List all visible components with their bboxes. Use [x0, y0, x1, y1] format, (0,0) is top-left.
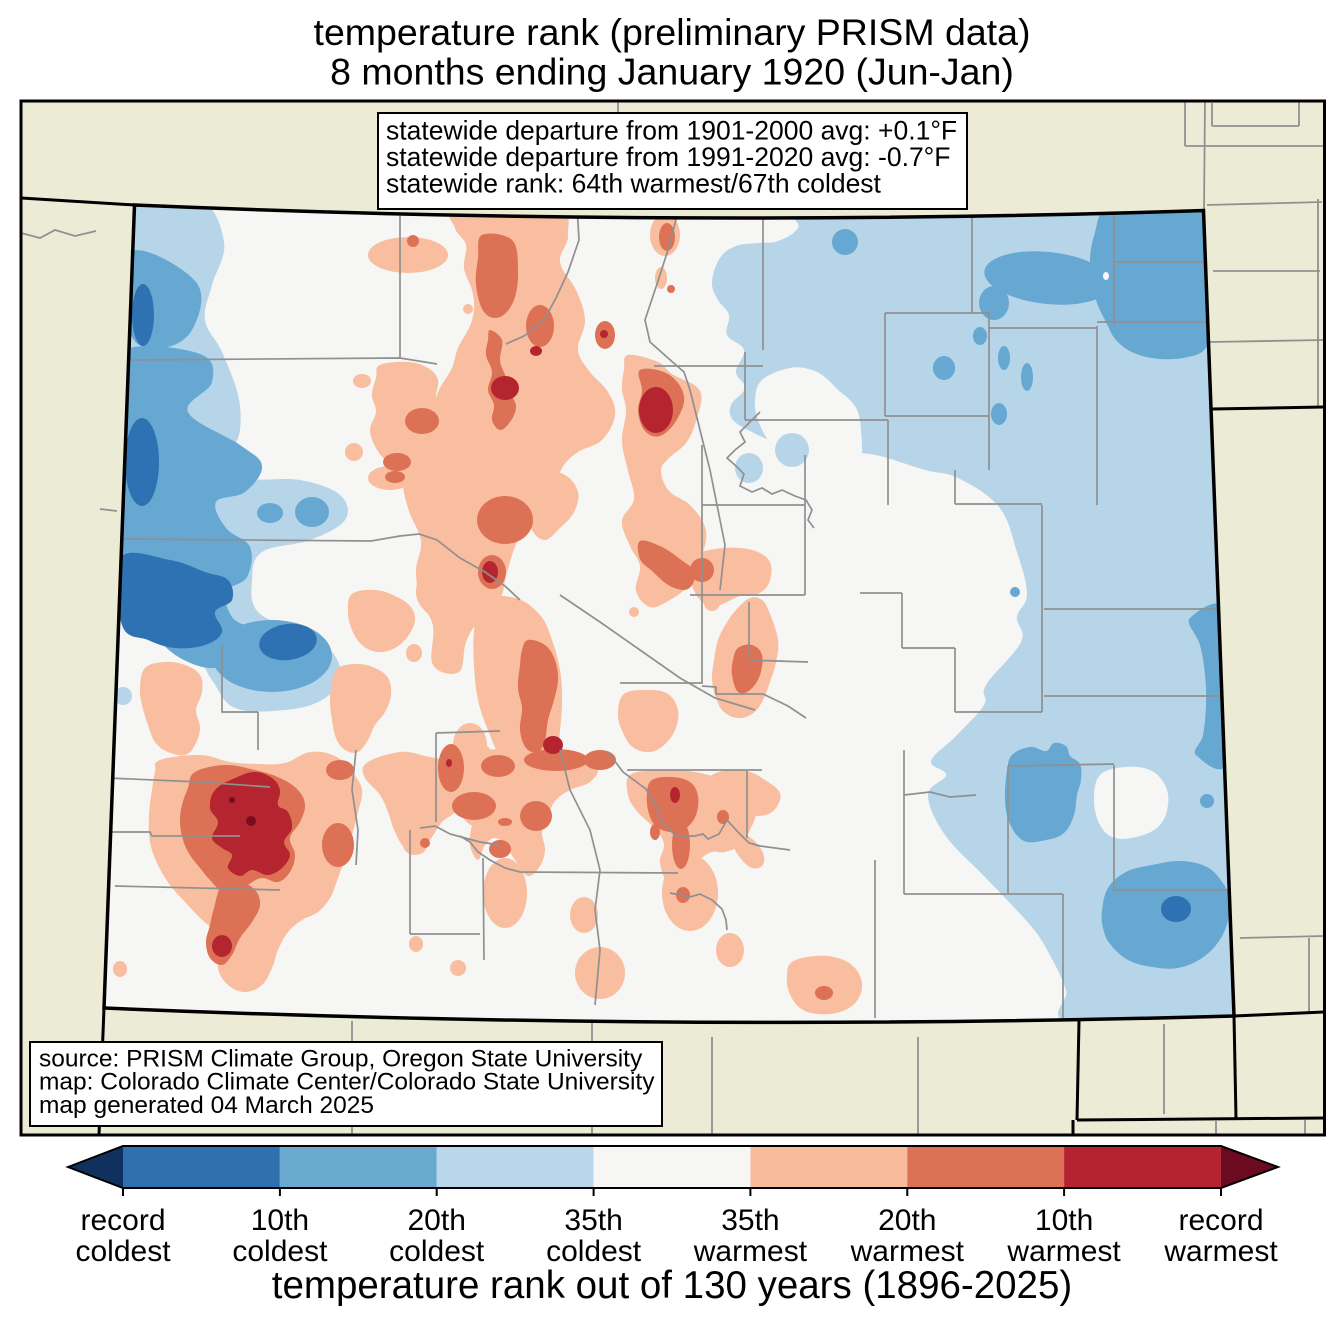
- svg-text:warmest: warmest: [1163, 1235, 1278, 1268]
- svg-text:source: PRISM Climate Group, O: source: PRISM Climate Group, Oregon Stat…: [39, 1046, 643, 1073]
- svg-text:warmest: warmest: [693, 1235, 808, 1268]
- svg-text:map: Colorado Climate Center/C: map: Colorado Climate Center/Colorado St…: [39, 1069, 655, 1096]
- svg-text:temperature rank (preliminary: temperature rank (preliminary PRISM data…: [314, 11, 1031, 53]
- svg-text:8 months ending January 1920 (: 8 months ending January 1920 (Jun-Jan): [330, 51, 1014, 93]
- svg-text:35th: 35th: [564, 1204, 622, 1237]
- svg-text:coldest: coldest: [389, 1235, 485, 1268]
- svg-text:statewide departure from 1991-: statewide departure from 1991-2020 avg: …: [386, 142, 950, 172]
- svg-text:coldest: coldest: [546, 1235, 642, 1268]
- svg-text:warmest: warmest: [850, 1235, 965, 1268]
- svg-text:coldest: coldest: [75, 1235, 171, 1268]
- svg-text:statewide departure from 1901-: statewide departure from 1901-2000 avg: …: [386, 116, 957, 146]
- svg-text:warmest: warmest: [1006, 1235, 1121, 1268]
- svg-text:coldest: coldest: [232, 1235, 328, 1268]
- svg-text:20th: 20th: [408, 1204, 466, 1237]
- svg-text:map generated 04 March 2025: map generated 04 March 2025: [39, 1092, 374, 1119]
- svg-text:10th: 10th: [1035, 1204, 1093, 1237]
- svg-text:35th: 35th: [721, 1204, 779, 1237]
- svg-text:10th: 10th: [251, 1204, 309, 1237]
- svg-text:statewide rank: 64th warmest/6: statewide rank: 64th warmest/67th coldes…: [386, 169, 882, 199]
- svg-text:record: record: [1178, 1204, 1263, 1237]
- svg-text:20th: 20th: [878, 1204, 936, 1237]
- svg-text:record: record: [80, 1204, 165, 1237]
- svg-text:temperature rank out of 130 ye: temperature rank out of 130 years (1896-…: [272, 1264, 1072, 1307]
